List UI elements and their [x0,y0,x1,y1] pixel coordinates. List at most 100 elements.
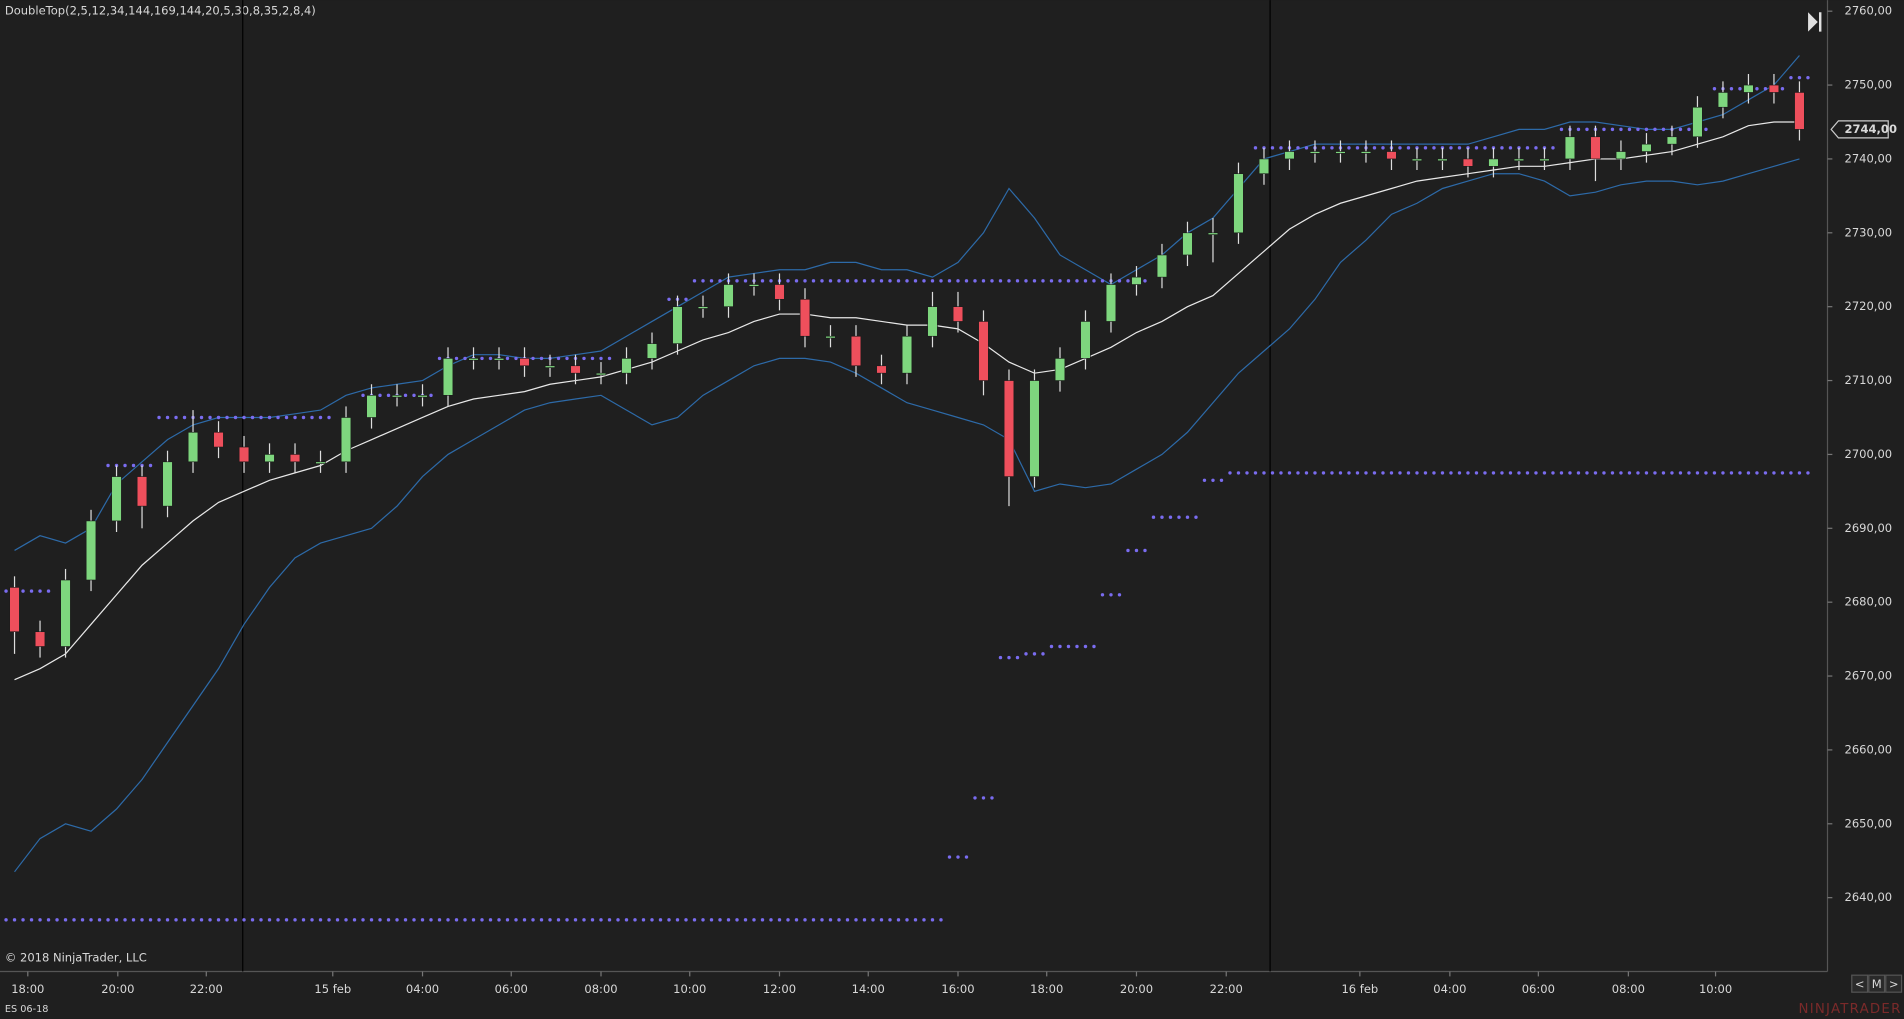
nav-button-label[interactable]: > [1889,977,1899,991]
level-dot [1270,471,1275,475]
y-tick-label: 2720,00 [1845,299,1893,313]
level-dot [38,918,42,922]
candle-body [1488,158,1499,167]
level-dot [191,918,195,922]
level-dot [1117,279,1122,283]
level-dot [463,356,467,361]
level-dot [1066,279,1071,283]
candle-body [34,631,46,647]
level-dot [879,918,884,922]
level-dot [1687,127,1691,132]
level-dot [1500,471,1504,475]
level-dot [981,279,986,283]
candle-body [1590,136,1601,160]
level-dot [514,356,518,361]
level-dot [1185,515,1190,519]
candle-body [1615,151,1627,160]
level-dot [1117,593,1122,597]
candle-body [442,358,454,396]
x-tick-label: 06:00 [495,982,528,996]
level-dot [301,415,306,420]
candle-body [1054,358,1066,381]
nav-button-label[interactable]: < [1855,977,1865,991]
level-dot [896,279,901,283]
level-dot [429,918,433,922]
level-dot [55,918,59,922]
level-dot [1602,127,1606,132]
level-dot [216,918,221,922]
nav-button[interactable] [1868,974,1886,993]
level-dot [599,918,603,922]
level-dot [1763,87,1768,91]
last-price-label: 2744,00 [1845,122,1897,136]
level-dot [480,356,484,361]
level-dot [1075,644,1079,649]
level-dot [1653,127,1657,132]
candle-body [825,335,836,339]
level-dot [1627,471,1632,475]
nav-button[interactable] [1885,974,1903,993]
level-dot [871,918,875,922]
level-dot [743,918,748,922]
level-dot [429,393,433,398]
level-dot [1287,471,1292,475]
level-dot [276,415,280,420]
x-tick-label: 15 feb [314,982,351,996]
level-dot [395,918,399,922]
level-dot [930,279,935,283]
level-dot [548,918,552,922]
level-dot [293,415,297,420]
level-dot [1015,279,1020,283]
level-dot [131,918,136,922]
level-dot [1474,146,1479,150]
candle-body [774,284,785,300]
level-dot [4,589,8,593]
candle-body [1692,106,1703,138]
level-dot [1483,146,1487,150]
level-dot [803,918,807,922]
level-dot [276,918,280,922]
level-dot [650,918,654,922]
level-dot [1228,471,1232,475]
level-dot [454,356,459,361]
level-dot [1619,127,1623,132]
candle-body [519,358,530,367]
level-dot [862,918,867,922]
nav-button[interactable] [1851,974,1869,993]
level-dot [454,918,459,922]
level-dot [1279,471,1283,475]
y-tick-label: 2650,00 [1845,816,1893,830]
level-dot [1066,644,1071,649]
level-dot [148,463,153,468]
x-tick-label: 10:00 [1699,982,1732,996]
level-dot [165,415,170,420]
nav-button-label[interactable]: M [1872,977,1882,991]
candle-body [1182,232,1193,256]
candle-body [952,306,964,322]
level-dot [21,918,25,922]
candle-body [799,298,811,337]
level-dot [1126,279,1130,283]
candle-body [1003,380,1015,477]
level-dot [582,356,586,361]
x-tick-label: 16:00 [941,982,974,996]
scroll-end-icon[interactable] [1808,12,1822,32]
level-dot [327,415,331,420]
level-dot [522,918,527,922]
candle-body [1309,151,1321,154]
level-dot [259,415,263,420]
level-dot [862,279,867,283]
level-dot [1678,127,1683,132]
instrument: ES 06-18 [5,1004,49,1015]
level-dot [1296,146,1300,150]
level-dot [1202,478,1207,482]
level-dot [590,356,595,361]
level-dot [284,415,289,420]
level-dot [735,918,739,922]
level-dot [616,918,620,922]
level-dot [1100,279,1105,283]
level-dot [1542,471,1547,475]
level-dot [1687,471,1691,475]
band-line [14,55,1800,551]
x-tick-label: 20:00 [101,982,134,996]
